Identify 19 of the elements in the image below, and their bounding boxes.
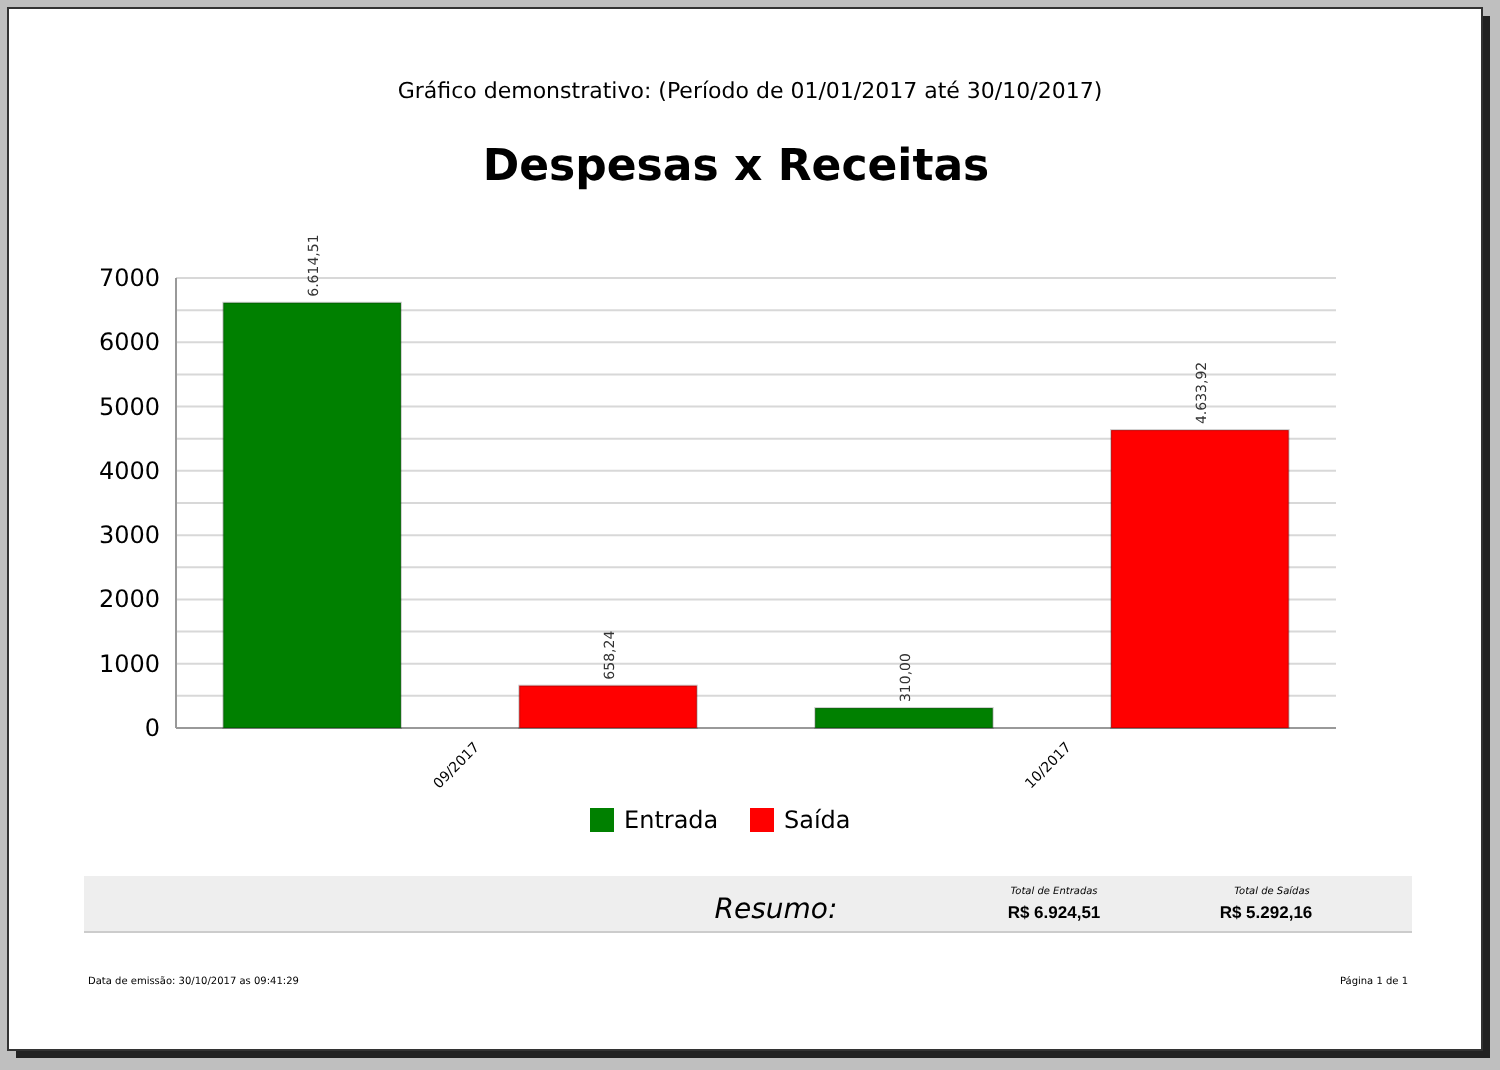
bar [1110,429,1290,729]
text: Resumo: [714,894,838,926]
bar [814,707,994,729]
chart-title: Despesas x Receitas [482,142,990,192]
bar [222,301,402,729]
bar [518,684,698,729]
y-tick-label: 3000 [98,521,160,550]
text: R$ 5.292,16 [1219,902,1313,922]
legend-label: Entrada [624,806,719,834]
chart-subtitle: Gráfico demonstrativo: (Período de 01/01/2017 até 30/10/2017) [397,78,1103,104]
y-tick-label: 7000 [98,264,160,292]
y-tick-label: 1000 [98,649,160,678]
text: R$ 6.924,51 [1007,902,1101,922]
y-tick-label: 6000 [98,328,160,357]
y-tick-label: 4000 [98,456,160,485]
y-tick-label: 2000 [98,585,160,614]
y-tick-label: 5000 [98,392,160,421]
y-tick-label: 0 [144,714,160,742]
legend-label: Saída [784,806,851,834]
